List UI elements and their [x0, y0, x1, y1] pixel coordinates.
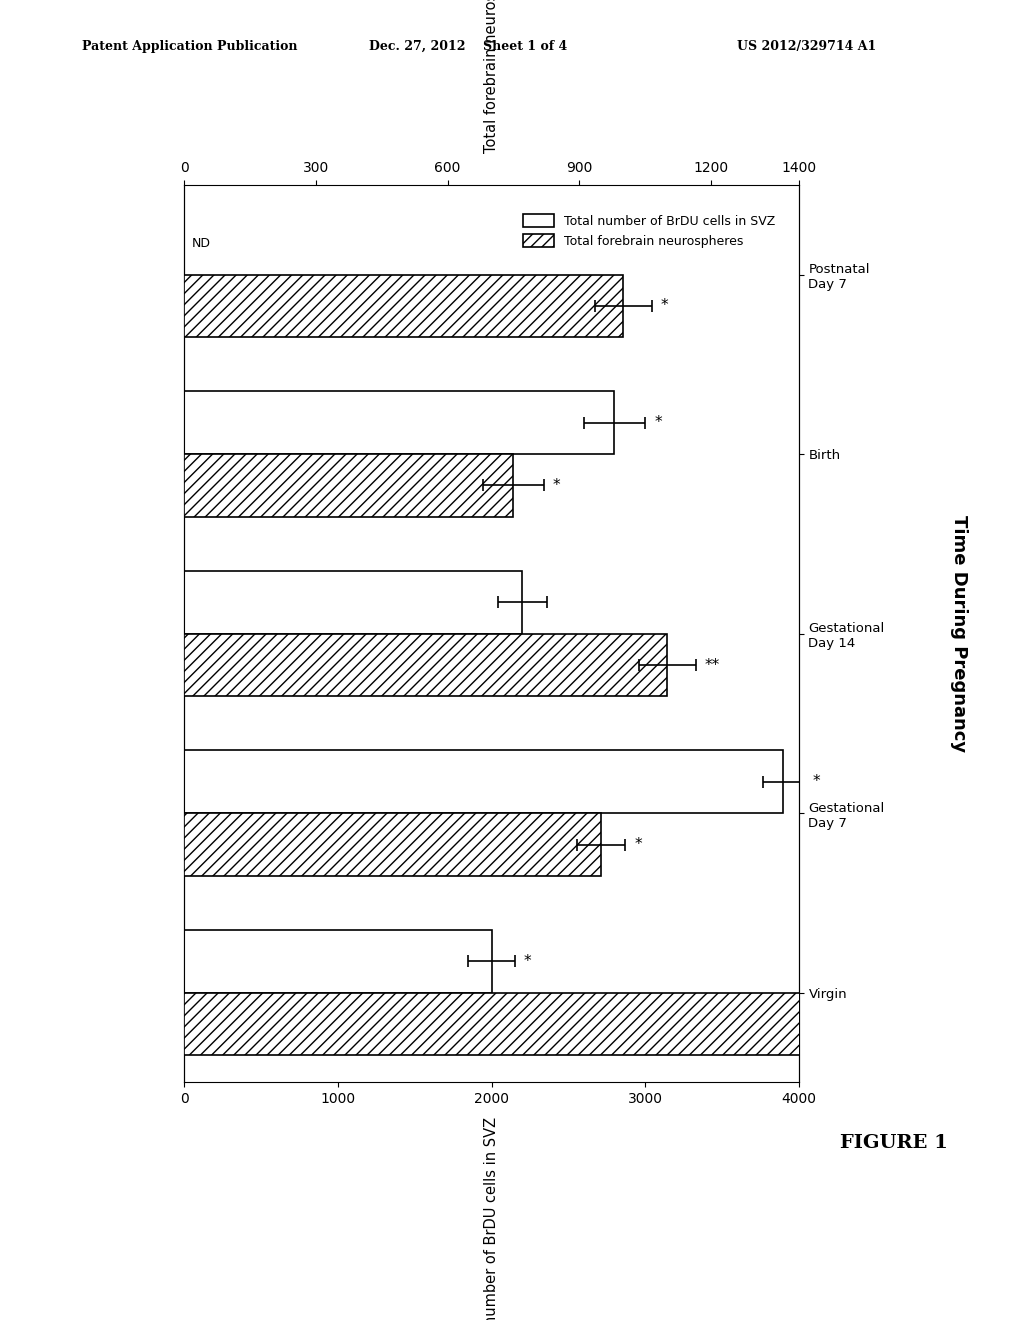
Text: **: ** — [705, 657, 720, 672]
Text: *: * — [634, 837, 642, 851]
Text: FIGURE 1: FIGURE 1 — [840, 1134, 947, 1152]
Text: Patent Application Publication: Patent Application Publication — [82, 40, 297, 53]
Text: Dec. 27, 2012    Sheet 1 of 4: Dec. 27, 2012 Sheet 1 of 4 — [369, 40, 567, 53]
Text: *: * — [654, 416, 662, 430]
Y-axis label: Time During Pregnancy: Time During Pregnancy — [950, 515, 968, 752]
Bar — [184, 275, 624, 338]
Text: *: * — [813, 775, 820, 789]
Legend: Total number of BrDU cells in SVZ, Total forebrain neurospheres: Total number of BrDU cells in SVZ, Total… — [518, 209, 780, 252]
X-axis label: Total forebrain neurospheres: Total forebrain neurospheres — [484, 0, 499, 153]
Bar — [184, 813, 601, 876]
Bar — [184, 454, 513, 517]
Bar — [184, 750, 783, 813]
Bar — [184, 391, 614, 454]
X-axis label: Total number of BrDU cells in SVZ: Total number of BrDU cells in SVZ — [484, 1117, 499, 1320]
Bar — [184, 929, 492, 993]
Text: *: * — [553, 478, 560, 492]
Text: ND: ND — [193, 236, 211, 249]
Bar — [184, 993, 974, 1056]
Bar — [184, 634, 667, 697]
Text: *: * — [524, 954, 531, 969]
Text: US 2012/329714 A1: US 2012/329714 A1 — [737, 40, 877, 53]
Text: *: * — [660, 298, 668, 313]
Bar — [184, 570, 522, 634]
